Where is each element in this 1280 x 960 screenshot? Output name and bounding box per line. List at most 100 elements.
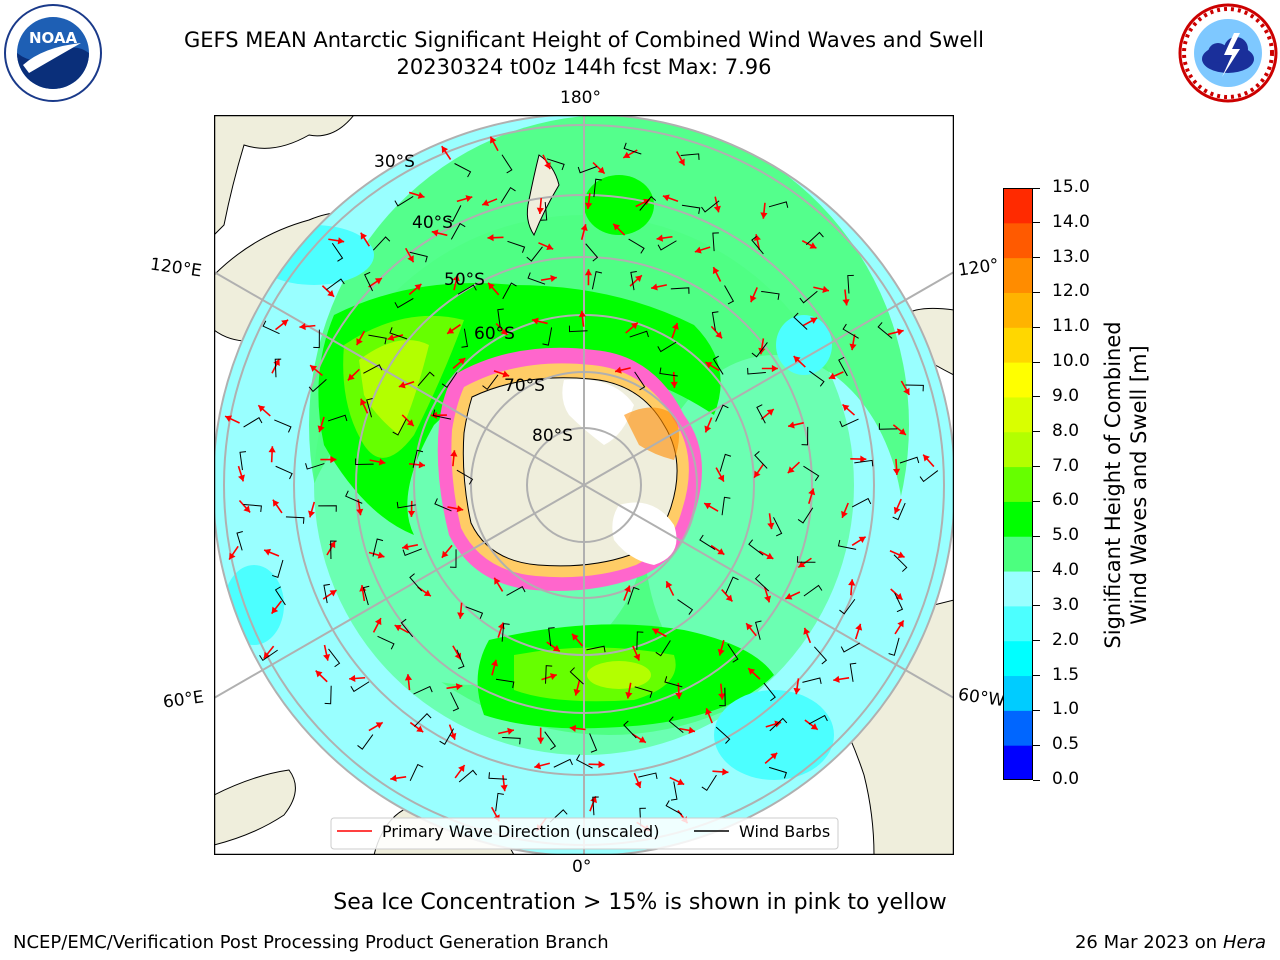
wind-barb bbox=[243, 417, 263, 428]
wind-barb bbox=[627, 586, 640, 605]
new-zealand bbox=[526, 154, 560, 237]
wind-barb bbox=[501, 623, 510, 642]
wave-arrow-head bbox=[860, 455, 867, 463]
wave-arrow-head bbox=[842, 299, 850, 306]
chart-title: GEFS MEAN Antarctic Significant Height o… bbox=[183, 28, 985, 52]
wind-barb bbox=[355, 458, 374, 465]
wind-barb bbox=[719, 687, 726, 707]
wind-barb bbox=[847, 274, 854, 294]
wave-arrow-head bbox=[767, 522, 775, 530]
lon-label-180: 180° bbox=[560, 88, 601, 108]
wave-arrow-head bbox=[694, 246, 702, 254]
wave-arrow-head bbox=[360, 398, 367, 406]
legend-wave-label: Primary Wave Direction (unscaled) bbox=[382, 822, 659, 841]
wave-arrow-head bbox=[229, 552, 236, 560]
wind-barb bbox=[409, 573, 423, 592]
wave-arrow-head bbox=[748, 668, 756, 675]
wave-arrow-head bbox=[458, 358, 466, 365]
wave-arrow-head bbox=[760, 212, 768, 219]
run-host: Hera bbox=[1222, 932, 1266, 953]
wind-barb bbox=[854, 459, 874, 467]
polar-map: 30°S 40°S 50°S 60°S 70°S 80°S Primary Wa… bbox=[214, 115, 954, 855]
wind-barb bbox=[839, 598, 856, 615]
wind-barb bbox=[639, 195, 657, 211]
wind-barb bbox=[328, 648, 341, 668]
wind-barb bbox=[577, 166, 598, 174]
wind-barb bbox=[670, 781, 678, 801]
wind-barb bbox=[623, 720, 637, 739]
wind-barb bbox=[568, 325, 588, 333]
colorbar-tick-mark bbox=[1033, 535, 1040, 537]
colorbar-label-line2: Wind Waves and Swell [m] bbox=[1127, 345, 1151, 625]
wave-arrow-head bbox=[458, 765, 465, 773]
wind-barb bbox=[402, 548, 423, 557]
wind-barb bbox=[664, 676, 683, 688]
wave-arrow-head bbox=[431, 229, 439, 237]
wave-arrow-head bbox=[406, 419, 414, 427]
wind-barb bbox=[751, 235, 764, 255]
map-legend: Primary Wave Direction (unscaled) Wind B… bbox=[330, 817, 839, 850]
wind-barb bbox=[754, 574, 770, 592]
wind-barb bbox=[501, 154, 513, 174]
wave-arrow-head bbox=[808, 488, 816, 496]
lat-label-70s: 70°S bbox=[504, 376, 545, 396]
wave-arrow-head bbox=[766, 552, 774, 560]
wind-barb bbox=[701, 774, 717, 792]
wind-barb bbox=[372, 538, 384, 557]
wind-barb bbox=[394, 196, 414, 207]
wind-barb bbox=[796, 556, 816, 563]
lon-label-120e: 120°E bbox=[148, 254, 203, 282]
wave-arrow-head bbox=[308, 510, 316, 518]
wind-barb bbox=[589, 733, 598, 753]
colorbar-tick-mark bbox=[1033, 709, 1040, 711]
sea-ice-note: Sea Ice Concentration > 15% is shown in … bbox=[333, 890, 947, 915]
colorbar-tick-label: 4.0 bbox=[1052, 560, 1080, 581]
wave-arrow-head bbox=[713, 205, 721, 213]
wind-barb bbox=[441, 372, 458, 389]
wind-barb bbox=[553, 758, 573, 768]
wave-arrow-head bbox=[625, 691, 633, 699]
lat-label-80s: 80°S bbox=[532, 426, 573, 446]
wind-barb bbox=[432, 409, 452, 420]
colorbar-segment bbox=[1003, 292, 1033, 328]
wave-arrow-head bbox=[536, 207, 544, 214]
wind-barb bbox=[585, 243, 599, 262]
wave-arrow-head bbox=[578, 310, 587, 318]
wave-arrow-head bbox=[705, 708, 712, 716]
wind-barb bbox=[449, 549, 457, 568]
colorbar-tick-label: 1.5 bbox=[1052, 664, 1080, 685]
wind-barb bbox=[701, 200, 720, 213]
wind-barb bbox=[454, 163, 472, 178]
lon-label-120w: 120° bbox=[956, 255, 1001, 281]
wind-barb bbox=[507, 240, 526, 253]
colorbar-tick-mark bbox=[1033, 396, 1040, 398]
wind-barb bbox=[285, 516, 305, 524]
wind-barb bbox=[636, 631, 644, 650]
wave-arrow-head bbox=[418, 461, 426, 469]
wind-barb bbox=[756, 404, 766, 424]
wind-barb bbox=[727, 643, 739, 663]
wave-arrow-head bbox=[272, 499, 280, 507]
wind-barb bbox=[797, 507, 814, 524]
wind-barb bbox=[659, 367, 678, 377]
wave-arrow-head bbox=[549, 673, 557, 681]
wave-arrow-head bbox=[329, 590, 337, 597]
wave-arrow-head bbox=[597, 166, 605, 174]
wind-barb bbox=[239, 451, 247, 471]
wave-arrow-head bbox=[635, 275, 642, 283]
wind-barb bbox=[540, 201, 548, 221]
wave-arrow-head bbox=[271, 606, 279, 614]
wave-arrow-head bbox=[584, 269, 593, 276]
wind-barb bbox=[569, 667, 584, 685]
colorbar-segment bbox=[1003, 431, 1033, 468]
colorbar-tick-label: 8.0 bbox=[1052, 420, 1080, 441]
colorbar-label: Significant Height of Combined Wind Wave… bbox=[1100, 321, 1152, 648]
wind-barb bbox=[324, 685, 332, 705]
wind-barb bbox=[655, 640, 671, 657]
wave-arrow-head bbox=[822, 285, 829, 293]
colorbar-tick-label: 14.0 bbox=[1052, 211, 1090, 232]
wind-barb bbox=[326, 278, 345, 291]
wave-arrow-head bbox=[550, 274, 557, 283]
colorbar-segment bbox=[1003, 605, 1033, 642]
wind-barb bbox=[813, 646, 828, 665]
